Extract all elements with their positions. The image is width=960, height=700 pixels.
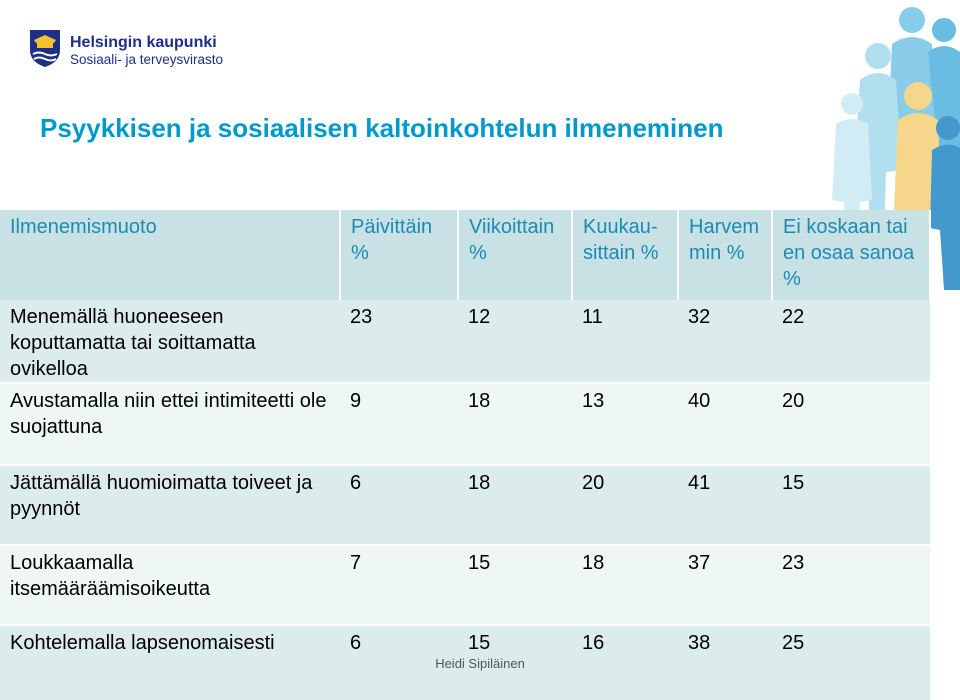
- table-cell: 18: [572, 545, 678, 626]
- table-cell: 16: [572, 625, 678, 700]
- table-row: Menemällä huoneeseen koputtamatta tai so…: [0, 300, 930, 384]
- table-cell: 11: [572, 300, 678, 384]
- dept-name: Sosiaali- ja terveysvirasto: [70, 52, 224, 67]
- table-cell: 15: [458, 625, 572, 700]
- table-cell: 15: [458, 545, 572, 626]
- table-cell: 32: [678, 300, 772, 384]
- table-cell: 22: [772, 300, 930, 384]
- table-cell: 6: [340, 465, 458, 546]
- footer-author: Heidi Sipiläinen: [435, 656, 525, 671]
- column-header: Viikoittain %: [458, 210, 573, 300]
- column-header: Kuukau-sittain %: [572, 210, 679, 300]
- table-cell: 6: [340, 625, 458, 700]
- org-logo: Helsingin kaupunki Sosiaali- ja terveysv…: [28, 28, 248, 70]
- table-cell: 15: [772, 465, 930, 546]
- table-row: Jättämällä huomioimatta toiveet ja pyynn…: [0, 465, 930, 546]
- table-row: Avustamalla niin ettei intimiteetti ole …: [0, 383, 930, 466]
- table-cell: 18: [458, 465, 572, 546]
- org-name: Helsingin kaupunki: [70, 34, 217, 51]
- table-cell: 23: [772, 545, 930, 626]
- column-header: Päivittäin %: [340, 210, 459, 300]
- city-crest-icon: [30, 30, 60, 67]
- table-cell: 9: [340, 383, 458, 466]
- table-cell: 37: [678, 545, 772, 626]
- row-label: Jättämällä huomioimatta toiveet ja pyynn…: [0, 465, 340, 546]
- table-row: Kohtelemalla lapsenomaisesti 6 15 16 38 …: [0, 625, 930, 700]
- data-table: Ilmenemismuoto Päivittäin % Viikoittain …: [0, 210, 931, 700]
- column-header: Harvem min %: [678, 210, 773, 300]
- table-cell: 13: [572, 383, 678, 466]
- table-cell: 41: [678, 465, 772, 546]
- table-header-row: Ilmenemismuoto Päivittäin % Viikoittain …: [0, 210, 931, 300]
- page-title: Psyykkisen ja sosiaalisen kaltoinkohtelu…: [40, 113, 724, 143]
- table-cell: 7: [340, 545, 458, 626]
- table-cell: 20: [572, 465, 678, 546]
- row-label: Avustamalla niin ettei intimiteetti ole …: [0, 383, 340, 466]
- row-label: Loukkaamalla itsemääräämisoikeutta: [0, 545, 340, 626]
- table-cell: 20: [772, 383, 930, 466]
- people-illustration-icon: [832, 7, 960, 290]
- table-cell: 12: [458, 300, 572, 384]
- table-cell: 23: [340, 300, 458, 384]
- table-cell: 40: [678, 383, 772, 466]
- table-row: Loukkaamalla itsemääräämisoikeutta 7 15 …: [0, 545, 930, 626]
- table-cell: 25: [772, 625, 930, 700]
- row-label: Menemällä huoneeseen koputtamatta tai so…: [0, 300, 340, 384]
- column-header: Ilmenemismuoto: [0, 210, 341, 300]
- row-label: Kohtelemalla lapsenomaisesti: [0, 625, 340, 700]
- table-cell: 18: [458, 383, 572, 466]
- column-header: Ei koskaan tai en osaa sanoa %: [772, 210, 931, 300]
- table-cell: 38: [678, 625, 772, 700]
